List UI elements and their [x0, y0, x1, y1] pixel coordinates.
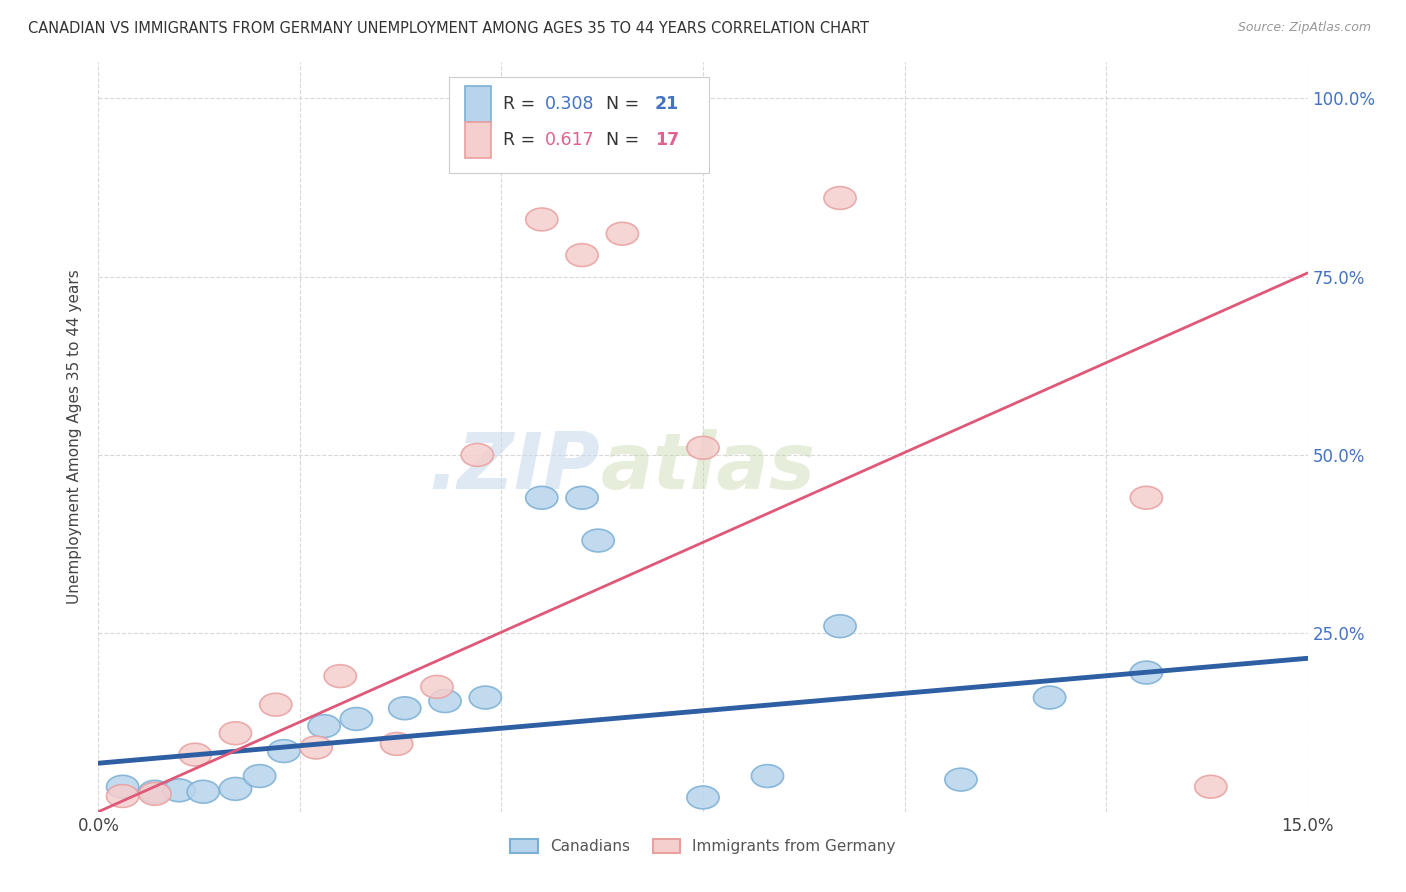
Ellipse shape	[1130, 486, 1163, 509]
Ellipse shape	[187, 780, 219, 803]
Ellipse shape	[260, 693, 292, 716]
Ellipse shape	[420, 675, 453, 698]
Ellipse shape	[299, 736, 332, 759]
Ellipse shape	[163, 779, 195, 802]
Ellipse shape	[567, 244, 598, 267]
Ellipse shape	[461, 443, 494, 467]
Text: 21: 21	[655, 95, 679, 112]
Ellipse shape	[381, 732, 413, 756]
Ellipse shape	[1033, 686, 1066, 709]
Ellipse shape	[751, 764, 783, 788]
FancyBboxPatch shape	[465, 121, 492, 158]
Ellipse shape	[308, 714, 340, 738]
Legend: Canadians, Immigrants from Germany: Canadians, Immigrants from Germany	[503, 832, 903, 860]
FancyBboxPatch shape	[465, 86, 492, 121]
Ellipse shape	[688, 436, 718, 459]
Text: R =: R =	[503, 95, 541, 112]
Ellipse shape	[526, 486, 558, 509]
Ellipse shape	[470, 686, 502, 709]
Ellipse shape	[1130, 661, 1163, 684]
FancyBboxPatch shape	[449, 78, 709, 173]
Ellipse shape	[267, 739, 299, 763]
Text: N =: N =	[595, 130, 645, 149]
Ellipse shape	[139, 782, 172, 805]
Text: Source: ZipAtlas.com: Source: ZipAtlas.com	[1237, 21, 1371, 34]
Ellipse shape	[824, 615, 856, 638]
Ellipse shape	[219, 722, 252, 745]
Ellipse shape	[179, 743, 211, 766]
Text: 0.308: 0.308	[544, 95, 595, 112]
Ellipse shape	[688, 786, 718, 809]
Text: 0.617: 0.617	[544, 130, 595, 149]
Ellipse shape	[526, 208, 558, 231]
Ellipse shape	[139, 780, 172, 803]
Ellipse shape	[429, 690, 461, 713]
Ellipse shape	[243, 764, 276, 788]
Ellipse shape	[388, 697, 420, 720]
Ellipse shape	[1195, 775, 1227, 798]
Ellipse shape	[107, 775, 139, 798]
Y-axis label: Unemployment Among Ages 35 to 44 years: Unemployment Among Ages 35 to 44 years	[67, 269, 83, 605]
Ellipse shape	[582, 529, 614, 552]
Text: N =: N =	[595, 95, 645, 112]
Ellipse shape	[340, 707, 373, 731]
Ellipse shape	[567, 486, 598, 509]
Text: R =: R =	[503, 130, 547, 149]
Ellipse shape	[945, 768, 977, 791]
Text: 17: 17	[655, 130, 679, 149]
Ellipse shape	[824, 186, 856, 210]
Ellipse shape	[107, 785, 139, 807]
Ellipse shape	[606, 222, 638, 245]
Text: atlas: atlas	[600, 429, 815, 505]
Ellipse shape	[325, 665, 356, 688]
Ellipse shape	[219, 778, 252, 800]
Text: CANADIAN VS IMMIGRANTS FROM GERMANY UNEMPLOYMENT AMONG AGES 35 TO 44 YEARS CORRE: CANADIAN VS IMMIGRANTS FROM GERMANY UNEM…	[28, 21, 869, 36]
Text: .ZIP: .ZIP	[429, 429, 600, 505]
